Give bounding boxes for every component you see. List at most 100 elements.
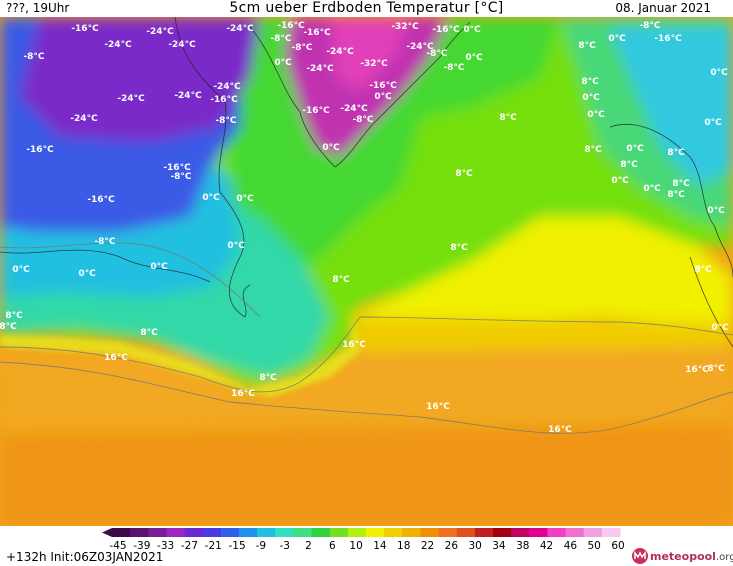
isotherm-label: 8°C <box>0 322 17 332</box>
isotherm-label: 16°C <box>685 365 709 375</box>
isotherm-label: -16°C <box>302 106 330 116</box>
isotherm-label: -24°C <box>213 82 241 92</box>
isotherm-label: -24°C <box>340 104 368 114</box>
isotherm-label: -24°C <box>104 40 132 50</box>
isotherm-label: 8°C <box>620 160 638 170</box>
isotherm-label: -24°C <box>326 47 354 57</box>
legend-tick: -27 <box>180 540 198 552</box>
isotherm-label: -24°C <box>117 94 145 104</box>
isotherm-label: 8°C <box>5 311 23 321</box>
legend-tick: -3 <box>279 540 290 552</box>
colorbar-swatch <box>202 528 222 537</box>
coastlines <box>0 17 733 348</box>
colorbar-swatch <box>311 528 331 537</box>
legend-tick: 10 <box>349 540 363 552</box>
colorbar-swatch <box>402 528 421 537</box>
colorbar-swatch <box>293 528 313 537</box>
legend-tick: 6 <box>328 540 336 552</box>
isotherm-label: 8°C <box>450 243 468 253</box>
temperature-field <box>0 17 733 526</box>
legend-tick: 34 <box>492 540 506 552</box>
colorbar-swatch <box>366 528 385 537</box>
colorbar-swatch <box>347 528 367 537</box>
isotherm-label: 8°C <box>259 373 277 383</box>
isotherm-label: 8°C <box>667 190 685 200</box>
isotherm-label: 8°C <box>672 179 690 189</box>
isotherm-label: 0°C <box>465 53 483 63</box>
colorbar-arrow <box>102 528 112 537</box>
colorbar-swatch <box>474 528 494 537</box>
legend-tick: -21 <box>204 540 222 552</box>
run-time-label: ???, 19Uhr <box>6 1 70 15</box>
isotherm-label: -24°C <box>306 64 334 74</box>
colorbar-swatch <box>166 528 186 537</box>
isotherm-label: -16°C <box>303 28 331 38</box>
colorbar-swatch <box>601 528 621 537</box>
isotherm-label: 0°C <box>611 176 629 186</box>
isotherm-label: 0°C <box>12 265 30 275</box>
isotherm-label: -24°C <box>406 42 434 52</box>
isotherm-label: -8°C <box>94 237 115 247</box>
isotherm-label: 8°C <box>140 328 158 338</box>
init-info: +132h Init:06Z03JAN2021 <box>6 550 164 564</box>
isotherm-label: 8°C <box>578 41 596 51</box>
isotherm-label: -8°C <box>426 49 447 59</box>
isotherm-label: 16°C <box>231 389 255 399</box>
isotherm-label: -16°C <box>277 21 305 31</box>
brand-domain: .org <box>715 552 733 563</box>
isotherm-label: 8°C <box>455 169 473 179</box>
isotherm-label: 0°C <box>710 68 728 78</box>
isotherm-label: -16°C <box>369 81 397 91</box>
isotherm-label: -8°C <box>170 172 191 182</box>
isotherm-label: -16°C <box>432 25 460 35</box>
isotherm-label: 0°C <box>707 206 725 216</box>
colorbar-swatch <box>493 528 512 537</box>
colorbar-swatch <box>329 528 349 537</box>
color-bar <box>102 528 621 537</box>
colorbar-swatch <box>220 528 240 537</box>
isotherm-label: 0°C <box>643 184 661 194</box>
legend-tick: 46 <box>563 540 578 552</box>
brand-name: meteopool <box>650 550 716 563</box>
legend-tick: -9 <box>255 540 267 552</box>
isotherm-label: 0°C <box>322 143 340 153</box>
colorbar-swatch <box>130 528 149 537</box>
isotherm-label: -24°C <box>146 27 174 37</box>
isotherm-label: -16°C <box>210 95 238 105</box>
legend-tick: -45 <box>109 540 127 552</box>
isotherm-label: 0°C <box>587 110 605 120</box>
colorbar-swatch <box>529 528 548 537</box>
isotherm-label: -24°C <box>70 114 98 124</box>
isotherm-label: 0°C <box>374 92 392 102</box>
isotherm-label: -24°C <box>226 24 254 34</box>
isotherm-label: 0°C <box>626 144 644 154</box>
isotherm-label: 0°C <box>608 34 626 44</box>
map-title: 5cm ueber Erdboden Temperatur [°C] <box>229 0 504 16</box>
isotherm-label: -24°C <box>174 91 202 101</box>
colorbar-swatch <box>456 528 476 537</box>
isotherm-label: 8°C <box>667 148 685 158</box>
colorbar-swatch <box>438 528 458 537</box>
temperature-map: -16°C -24°C -24°C -16°C-8°C-16°C-32°C -16°C 0… <box>0 17 733 526</box>
isotherm-label: 8°C <box>581 77 599 87</box>
legend-tick: 38 <box>516 540 530 552</box>
colorbar-swatch <box>112 528 131 537</box>
isotherm-label: -8°C <box>443 63 464 73</box>
isotherm-label: -8°C <box>291 43 312 53</box>
legend-tick: 26 <box>444 540 459 552</box>
colorbar-swatch <box>384 528 403 537</box>
isotherm-label: -8°C <box>639 21 660 31</box>
isotherm-label: -32°C <box>360 59 388 69</box>
legend-tick: -15 <box>228 540 246 552</box>
isotherm-label: -32°C <box>391 22 419 32</box>
legend-tick: 60 <box>611 540 625 552</box>
isotherms <box>0 242 733 434</box>
isotherm-label: 0°C <box>78 269 96 279</box>
legend-tick: -33 <box>157 540 175 552</box>
isotherm-label: 0°C <box>582 93 600 103</box>
isotherm-label: -16°C <box>26 145 54 155</box>
colorbar-swatch <box>275 528 294 537</box>
isotherm-label: -8°C <box>352 115 373 125</box>
colorbar-swatch <box>257 528 276 537</box>
legend-tick: 42 <box>539 540 554 552</box>
